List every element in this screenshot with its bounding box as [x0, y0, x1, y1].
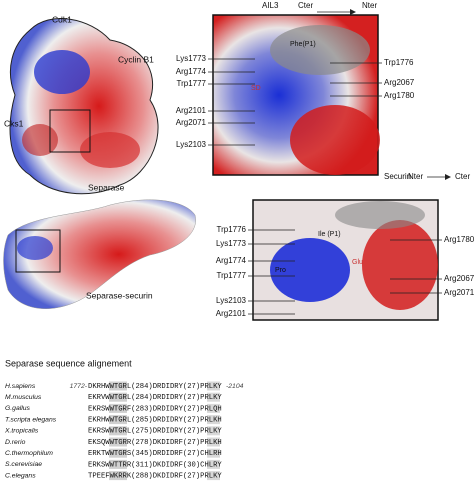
sequence: EKRSWWTGRL(275)DRDIDRY(27)PRLKY [88, 428, 222, 436]
residue-label: Arg2071 [176, 118, 207, 127]
residue-label: Lys2103 [176, 140, 207, 149]
surface [3, 199, 196, 309]
terminus-label: Cter [455, 172, 470, 181]
surface-patch [17, 236, 53, 260]
residue-label: Arg2101 [176, 106, 207, 115]
species-name: M.musculus [5, 394, 42, 401]
conserved-highlight [109, 471, 127, 481]
conserved-highlight [207, 459, 220, 469]
sequence: EKRVWWTGRL(284)DRDIDRY(27)PRLKY [88, 394, 222, 402]
species-name: G.gallus [5, 405, 31, 412]
structure-label: Cks1 [4, 118, 24, 128]
terminus-label: Nter [408, 172, 423, 181]
conserved-highlight [207, 392, 220, 402]
sequence: TPEEFWKRRK(288)DKDIDRF(27)PRLKY [88, 473, 222, 481]
sequence: DKRHWWTGRL(284)DRDIDRY(27)PRLKY [88, 383, 222, 391]
surface-patch [270, 25, 370, 75]
residue-label: Arg2067 [444, 274, 474, 283]
conserved-highlight [207, 403, 220, 413]
surface-patch [34, 50, 90, 94]
conserved-highlight [109, 459, 127, 469]
conserved-highlight [207, 437, 220, 447]
surface-patch [80, 132, 140, 168]
residue-label: Arg2071 [444, 288, 474, 297]
structure-label: Cyclin B1 [118, 54, 154, 64]
ligand-label: AIL3 [262, 1, 279, 10]
surface-patch [270, 238, 350, 302]
zoom-box [15, 229, 61, 273]
zoom-box [49, 109, 91, 153]
conserved-highlight [109, 415, 127, 425]
sequence: ERKTWWTGRS(345)DRDIDRF(27)CHLRH [88, 450, 222, 458]
residue-label: Arg1780 [444, 235, 474, 244]
residue-label: Trp1777 [177, 79, 207, 88]
species-name: T.scripta elegans [5, 416, 57, 423]
residue-label: Arg2067 [384, 78, 415, 87]
conserved-highlight [109, 437, 127, 447]
arrowhead [350, 9, 356, 15]
species-name: X.tropicalis [4, 428, 39, 435]
inner-label: Pro [275, 267, 286, 274]
conserved-highlight [109, 392, 127, 402]
structure-label: Separase-securin [86, 290, 153, 300]
ligand-label: Securin [384, 172, 411, 181]
residue-label: Lys2103 [216, 296, 247, 305]
species-name: D.rerio [5, 439, 26, 446]
residue-label: Arg2101 [216, 309, 247, 318]
residue-label: Trp1777 [217, 271, 247, 280]
conserved-highlight [109, 403, 127, 413]
inner-label: Ile (P1) [318, 231, 341, 238]
sequence: EKSQWWTGRR(278)DKDIDRF(27)PRLKH [88, 439, 222, 447]
inner-label: Glu [352, 259, 363, 266]
terminus-label: Nter [362, 1, 377, 10]
species-name: S.cerevisiae [5, 461, 42, 468]
residue-label: Trp1776 [217, 225, 247, 234]
residue-label: Lys1773 [176, 54, 207, 63]
conserved-highlight [207, 471, 220, 481]
inner-label: SD [251, 85, 261, 92]
residue-label: Lys1773 [216, 239, 247, 248]
conserved-highlight [207, 426, 220, 436]
conserved-highlight [207, 448, 220, 458]
surface-patch [335, 201, 425, 229]
surface-patch [22, 124, 58, 156]
conserved-highlight [109, 448, 127, 458]
sequence: EKRSWWTGRF(283)DRDIDRY(27)PRLQH [88, 405, 222, 413]
conserved-highlight [207, 381, 220, 391]
sequence: EKRHWWTGRL(285)DRDIDRY(27)PRLKH [88, 417, 222, 425]
structure-label: Cdk1 [52, 14, 72, 24]
conserved-highlight [207, 415, 220, 425]
alignment-title: Separase sequence alignement [5, 358, 132, 368]
surface-patch [290, 105, 380, 175]
conserved-highlight [109, 381, 127, 391]
surface-patch [362, 220, 438, 310]
surface [9, 18, 159, 195]
species-name: C.thermophilum [5, 450, 53, 457]
arrowhead [445, 174, 451, 180]
inner-label: Phe(P1) [290, 41, 316, 48]
sequence: ERKSWWTTRR(311)DKDIDRF(30)CHLRY [88, 461, 222, 469]
residue-label: Arg1780 [384, 91, 415, 100]
conserved-highlight [109, 426, 127, 436]
species-name: H.sapiens [5, 383, 36, 390]
residue-label: Trp1776 [384, 58, 414, 67]
terminus-label: Cter [298, 1, 313, 10]
residue-label: Arg1774 [216, 256, 247, 265]
residue-number: 1772- [70, 383, 88, 390]
residue-number: -2104 [226, 383, 244, 390]
species-name: C.elegans [5, 472, 36, 479]
residue-label: Arg1774 [176, 67, 207, 76]
structure-label: Separase [88, 182, 125, 192]
